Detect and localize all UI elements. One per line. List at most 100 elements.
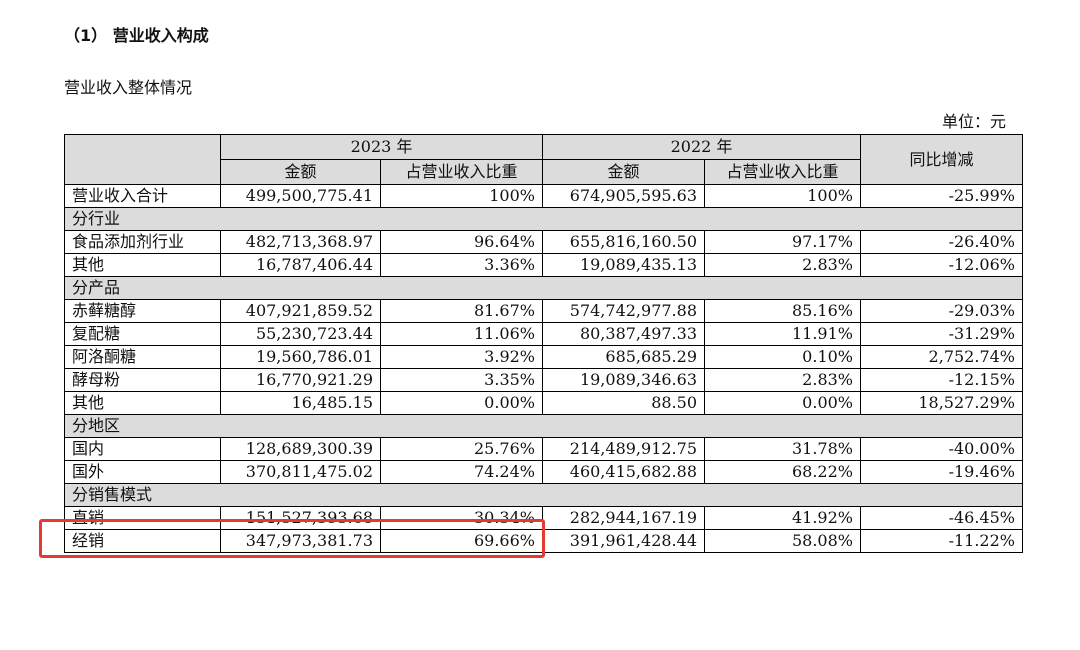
cell-amount-2022: 391,961,428.44 xyxy=(542,529,705,553)
table-row-highlighted: 国外 370,811,475.02 74.24% 460,415,682.88 … xyxy=(64,460,1023,484)
cell-yoy: -46.45% xyxy=(860,506,1023,530)
row-label: 营业收入合计 xyxy=(64,184,221,208)
header-2022: 2022 年 xyxy=(542,134,861,160)
table-row: 赤藓糖醇 407,921,859.52 81.67% 574,742,977.8… xyxy=(64,299,1023,323)
cell-amount-2022: 282,944,167.19 xyxy=(542,506,705,530)
cell-amount-2023: 55,230,723.44 xyxy=(220,322,381,346)
cell-yoy: 18,527.29% xyxy=(860,391,1023,415)
cell-amount-2023: 370,811,475.02 xyxy=(220,460,381,484)
unit-label: 单位：元 xyxy=(941,112,1006,131)
cell-yoy: -12.15% xyxy=(860,368,1023,392)
row-label: 国外 xyxy=(64,460,221,484)
row-label: 食品添加剂行业 xyxy=(64,230,221,254)
row-label: 复配糖 xyxy=(64,322,221,346)
cell-ratio-2023: 30.34% xyxy=(380,506,543,530)
cell-amount-2022: 460,415,682.88 xyxy=(542,460,705,484)
table-row: 其他 16,485.15 0.00% 88.50 0.00% 18,527.29… xyxy=(64,391,1023,415)
row-label: 经销 xyxy=(64,529,221,553)
row-label: 赤藓糖醇 xyxy=(64,299,221,323)
row-label: 直销 xyxy=(64,506,221,530)
row-label: 国内 xyxy=(64,437,221,461)
cell-amount-2022: 574,742,977.88 xyxy=(542,299,705,323)
cell-yoy: -29.03% xyxy=(860,299,1023,323)
table-row: 经销 347,973,381.73 69.66% 391,961,428.44 … xyxy=(64,529,1023,553)
cell-amount-2023: 407,921,859.52 xyxy=(220,299,381,323)
table-row: 酵母粉 16,770,921.29 3.35% 19,089,346.63 2.… xyxy=(64,368,1023,392)
cell-ratio-2022: 31.78% xyxy=(704,437,861,461)
table-row: 其他 16,787,406.44 3.36% 19,089,435.13 2.8… xyxy=(64,253,1023,277)
cell-yoy: -11.22% xyxy=(860,529,1023,553)
cell-amount-2023: 19,560,786.01 xyxy=(220,345,381,369)
section-row-sales-mode: 分销售模式 xyxy=(64,483,1023,507)
section-title: 分产品 xyxy=(64,276,1023,300)
cell-ratio-2022: 41.92% xyxy=(704,506,861,530)
cell-amount-2023: 16,787,406.44 xyxy=(220,253,381,277)
row-label: 酵母粉 xyxy=(64,368,221,392)
cell-ratio-2022: 2.83% xyxy=(704,368,861,392)
cell-ratio-2022: 0.10% xyxy=(704,345,861,369)
cell-yoy: 2,752.74% xyxy=(860,345,1023,369)
cell-amount-2022: 685,685.29 xyxy=(542,345,705,369)
cell-ratio-2023: 69.66% xyxy=(380,529,543,553)
cell-ratio-2023: 11.06% xyxy=(380,322,543,346)
header-2023: 2023 年 xyxy=(220,134,543,160)
cell-amount-2022: 674,905,595.63 xyxy=(542,184,705,208)
cell-ratio-2023: 81.67% xyxy=(380,299,543,323)
cell-yoy: -12.06% xyxy=(860,253,1023,277)
cell-yoy: -25.99% xyxy=(860,184,1023,208)
cell-amount-2022: 655,816,160.50 xyxy=(542,230,705,254)
cell-amount-2022: 19,089,346.63 xyxy=(542,368,705,392)
cell-amount-2023: 16,770,921.29 xyxy=(220,368,381,392)
cell-ratio-2022: 0.00% xyxy=(704,391,861,415)
header-ratio-2022: 占营业收入比重 xyxy=(704,159,861,185)
cell-amount-2023: 499,500,775.41 xyxy=(220,184,381,208)
header-blank-cell xyxy=(64,134,221,185)
cell-yoy: -31.29% xyxy=(860,322,1023,346)
table-row: 食品添加剂行业 482,713,368.97 96.64% 655,816,16… xyxy=(64,230,1023,254)
cell-ratio-2023: 25.76% xyxy=(380,437,543,461)
cell-ratio-2023: 0.00% xyxy=(380,391,543,415)
cell-ratio-2022: 58.08% xyxy=(704,529,861,553)
cell-ratio-2023: 3.36% xyxy=(380,253,543,277)
cell-amount-2023: 347,973,381.73 xyxy=(220,529,381,553)
cell-amount-2022: 88.50 xyxy=(542,391,705,415)
table-row: 阿洛酮糖 19,560,786.01 3.92% 685,685.29 0.10… xyxy=(64,345,1023,369)
row-label: 其他 xyxy=(64,253,221,277)
cell-amount-2023: 151,527,393.68 xyxy=(220,506,381,530)
section-title: 分销售模式 xyxy=(64,483,1023,507)
table-caption: 营业收入整体情况 xyxy=(64,78,193,97)
cell-amount-2022: 19,089,435.13 xyxy=(542,253,705,277)
row-label: 阿洛酮糖 xyxy=(64,345,221,369)
header-amount-2022: 金额 xyxy=(542,159,705,185)
header-ratio-2023: 占营业收入比重 xyxy=(380,159,543,185)
header-row-cols: 金额 占营业收入比重 金额 占营业收入比重 xyxy=(65,159,1023,185)
cell-amount-2022: 214,489,912.75 xyxy=(542,437,705,461)
cell-ratio-2022: 68.22% xyxy=(704,460,861,484)
section-title: 分地区 xyxy=(64,414,1023,438)
cell-yoy: -40.00% xyxy=(860,437,1023,461)
section-title: 分行业 xyxy=(64,207,1023,231)
header-row-years: 2023 年 2022 年 同比增减 xyxy=(64,134,1023,185)
cell-amount-2022: 80,387,497.33 xyxy=(542,322,705,346)
cell-ratio-2023: 100% xyxy=(380,184,543,208)
cell-ratio-2023: 3.35% xyxy=(380,368,543,392)
cell-amount-2023: 128,689,300.39 xyxy=(220,437,381,461)
cell-ratio-2023: 74.24% xyxy=(380,460,543,484)
table-row: 直销 151,527,393.68 30.34% 282,944,167.19 … xyxy=(64,506,1023,530)
table-row: 国内 128,689,300.39 25.76% 214,489,912.75 … xyxy=(64,437,1023,461)
section-row-product: 分产品 xyxy=(64,276,1023,300)
table-row: 复配糖 55,230,723.44 11.06% 80,387,497.33 1… xyxy=(64,322,1023,346)
highlight-annotation-box xyxy=(39,519,545,558)
cell-ratio-2022: 85.16% xyxy=(704,299,861,323)
section-heading: （1） 营业收入构成 xyxy=(64,26,209,45)
cell-ratio-2022: 100% xyxy=(704,184,861,208)
revenue-table: 2023 年 2022 年 同比增减 金额 占营业收入比重 金额 占营业收入比重… xyxy=(64,134,1023,553)
section-row-industry: 分行业 xyxy=(64,207,1023,231)
cell-amount-2023: 16,485.15 xyxy=(220,391,381,415)
cell-ratio-2022: 11.91% xyxy=(704,322,861,346)
header-yoy: 同比增减 xyxy=(860,134,1023,185)
cell-yoy: -26.40% xyxy=(860,230,1023,254)
row-label: 其他 xyxy=(64,391,221,415)
table-row-total: 营业收入合计 499,500,775.41 100% 674,905,595.6… xyxy=(64,184,1023,208)
header-amount-2023: 金额 xyxy=(220,159,381,185)
